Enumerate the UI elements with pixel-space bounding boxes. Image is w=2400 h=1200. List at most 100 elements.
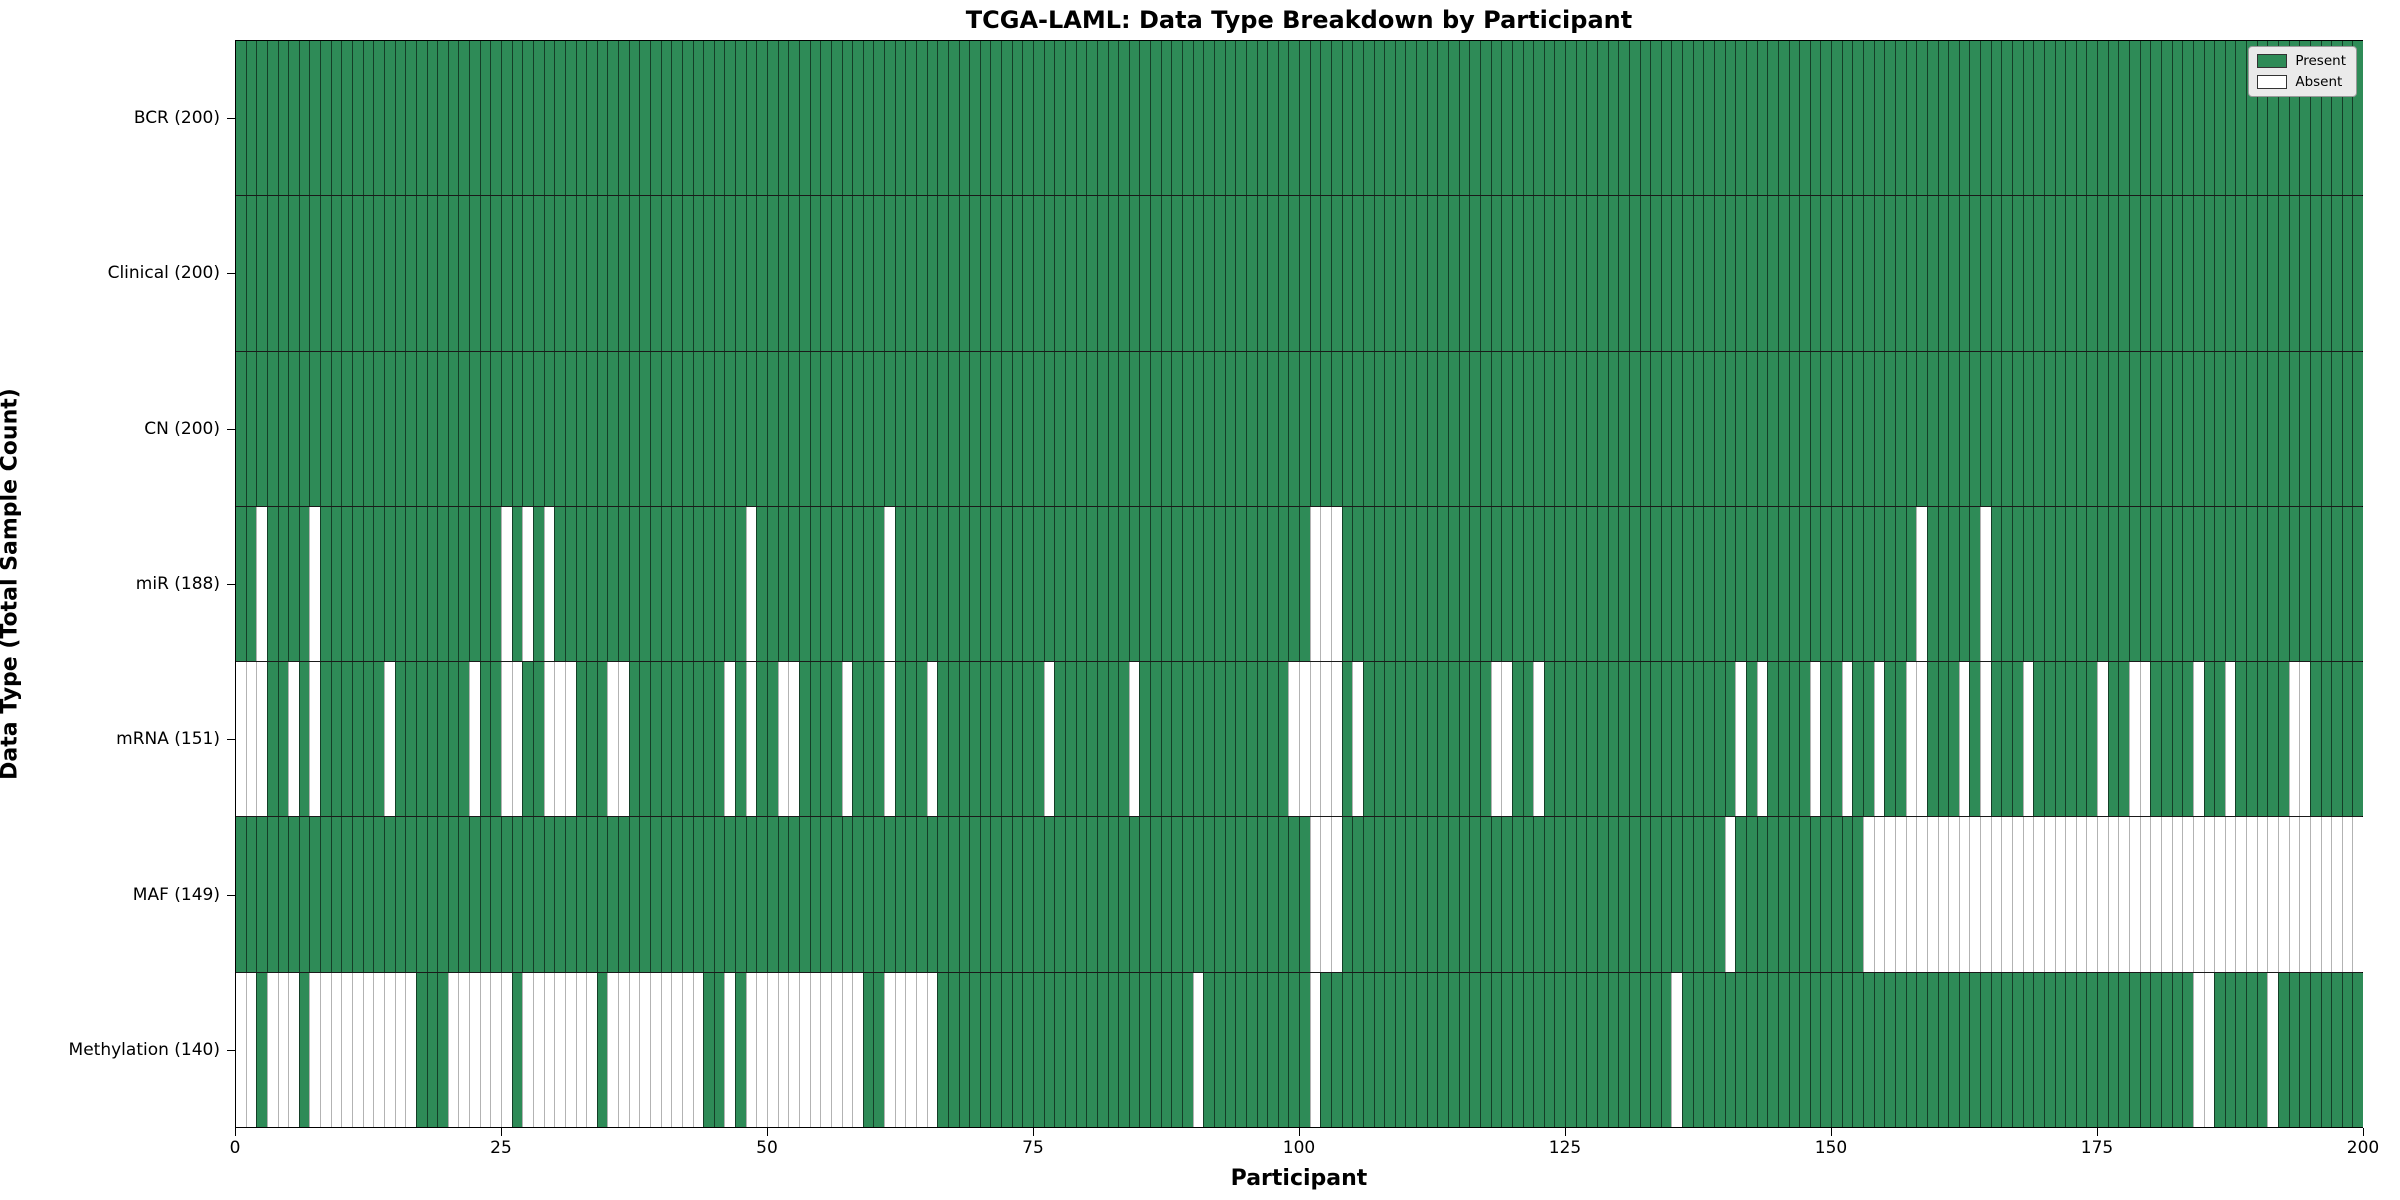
cell-Clinical-75	[1033, 196, 1044, 351]
cell-MAF-198	[2341, 817, 2353, 972]
cell-Clinical-128	[1597, 196, 1608, 351]
cell-miR-159	[1926, 506, 1938, 662]
cell-Methylation-74	[1022, 972, 1034, 1127]
cell-mRNA-140	[1724, 662, 1736, 817]
cell-Clinical-44	[703, 196, 714, 351]
cell-miR-99	[1288, 506, 1300, 662]
cell-Clinical-176	[2107, 196, 2119, 351]
cell-BCR-141	[1735, 41, 1746, 196]
cell-mRNA-141	[1735, 662, 1746, 817]
x-tick-label-75: 75	[1022, 1138, 1044, 1158]
cell-Methylation-124	[1554, 972, 1566, 1127]
cell-Clinical-30	[554, 196, 565, 351]
row-BCR	[236, 41, 2364, 197]
cell-Clinical-73	[1011, 196, 1023, 351]
cell-miR-140	[1724, 506, 1736, 662]
cell-Methylation-20	[447, 972, 459, 1127]
cell-Methylation-72	[1001, 972, 1012, 1127]
cell-CN-70	[979, 351, 991, 506]
cell-miR-190	[2256, 506, 2268, 662]
cell-mRNA-4	[277, 662, 289, 817]
cell-CN-146	[1788, 351, 1800, 506]
cell-Methylation-174	[2086, 972, 2098, 1127]
cell-BCR-32	[575, 41, 587, 196]
cell-CN-83	[1118, 351, 1129, 506]
cell-MAF-21	[458, 817, 470, 972]
cell-BCR-69	[969, 41, 980, 196]
cell-Clinical-122	[1533, 196, 1544, 351]
cell-CN-8	[320, 351, 331, 506]
cell-BCR-97	[1267, 41, 1278, 196]
cell-miR-128	[1597, 506, 1608, 662]
x-tick-mark	[1831, 1128, 1832, 1136]
cell-Clinical-158	[1916, 196, 1927, 351]
cell-Methylation-2	[256, 972, 267, 1127]
cell-miR-173	[2075, 506, 2087, 662]
cell-MAF-163	[1969, 817, 1981, 972]
cell-CN-129	[1607, 351, 1619, 506]
cell-Clinical-110	[1405, 196, 1417, 351]
cell-MAF-26	[511, 817, 523, 972]
cell-CN-180	[2150, 351, 2161, 506]
cell-miR-79	[1075, 506, 1087, 662]
cell-MAF-171	[2054, 817, 2066, 972]
cell-CN-71	[990, 351, 1002, 506]
cell-miR-11	[352, 506, 363, 662]
cell-BCR-180	[2150, 41, 2161, 196]
cell-Clinical-72	[1001, 196, 1012, 351]
cell-mRNA-147	[1799, 662, 1810, 817]
cell-Clinical-90	[1192, 196, 1204, 351]
cell-CN-177	[2118, 351, 2130, 506]
cell-BCR-102	[1320, 41, 1331, 196]
cell-Methylation-46	[724, 972, 736, 1127]
cell-mRNA-74	[1022, 662, 1034, 817]
cell-miR-91	[1203, 506, 1214, 662]
cell-CN-30	[554, 351, 565, 506]
cell-Clinical-177	[2118, 196, 2130, 351]
cell-Methylation-41	[671, 972, 682, 1127]
cell-CN-106	[1362, 351, 1374, 506]
cell-Clinical-169	[2033, 196, 2044, 351]
cell-Methylation-71	[990, 972, 1002, 1127]
y-axis-title: Data Type (Total Sample Count)	[0, 388, 23, 780]
cell-miR-57	[841, 506, 853, 662]
cell-MAF-24	[490, 817, 502, 972]
cell-MAF-9	[330, 817, 342, 972]
cell-CN-96	[1256, 351, 1268, 506]
cell-mRNA-66	[937, 662, 948, 817]
cell-CN-44	[703, 351, 714, 506]
cell-BCR-118	[1490, 41, 1502, 196]
cell-mRNA-100	[1299, 662, 1310, 817]
cell-Clinical-100	[1299, 196, 1310, 351]
cell-BCR-191	[2267, 41, 2278, 196]
cell-Clinical-19	[437, 196, 448, 351]
cell-Clinical-21	[458, 196, 470, 351]
cell-mRNA-160	[1937, 662, 1949, 817]
cell-miR-71	[990, 506, 1002, 662]
cell-Clinical-135	[1671, 196, 1683, 351]
cell-CN-3	[266, 351, 278, 506]
cell-Methylation-65	[926, 972, 938, 1127]
cell-Methylation-39	[649, 972, 661, 1127]
cell-miR-127	[1586, 506, 1597, 662]
cell-miR-164	[1980, 506, 1991, 662]
cell-Clinical-152	[1852, 196, 1864, 351]
cell-Clinical-34	[596, 196, 608, 351]
cell-miR-55	[820, 506, 831, 662]
cell-miR-56	[830, 506, 842, 662]
cell-MAF-74	[1022, 817, 1034, 972]
cell-BCR-167	[2011, 41, 2023, 196]
cell-Clinical-139	[1714, 196, 1725, 351]
cell-miR-161	[1948, 506, 1959, 662]
cell-Clinical-61	[884, 196, 895, 351]
cell-BCR-190	[2256, 41, 2268, 196]
cell-BCR-16	[405, 41, 416, 196]
cell-Clinical-186	[2214, 196, 2225, 351]
cell-Methylation-48	[745, 972, 757, 1127]
cell-miR-95	[1245, 506, 1257, 662]
cell-Methylation-66	[937, 972, 948, 1127]
x-tick-label-150: 150	[1814, 1138, 1848, 1158]
cell-BCR-28	[532, 41, 544, 196]
cell-Clinical-43	[692, 196, 704, 351]
cell-mRNA-176	[2107, 662, 2119, 817]
